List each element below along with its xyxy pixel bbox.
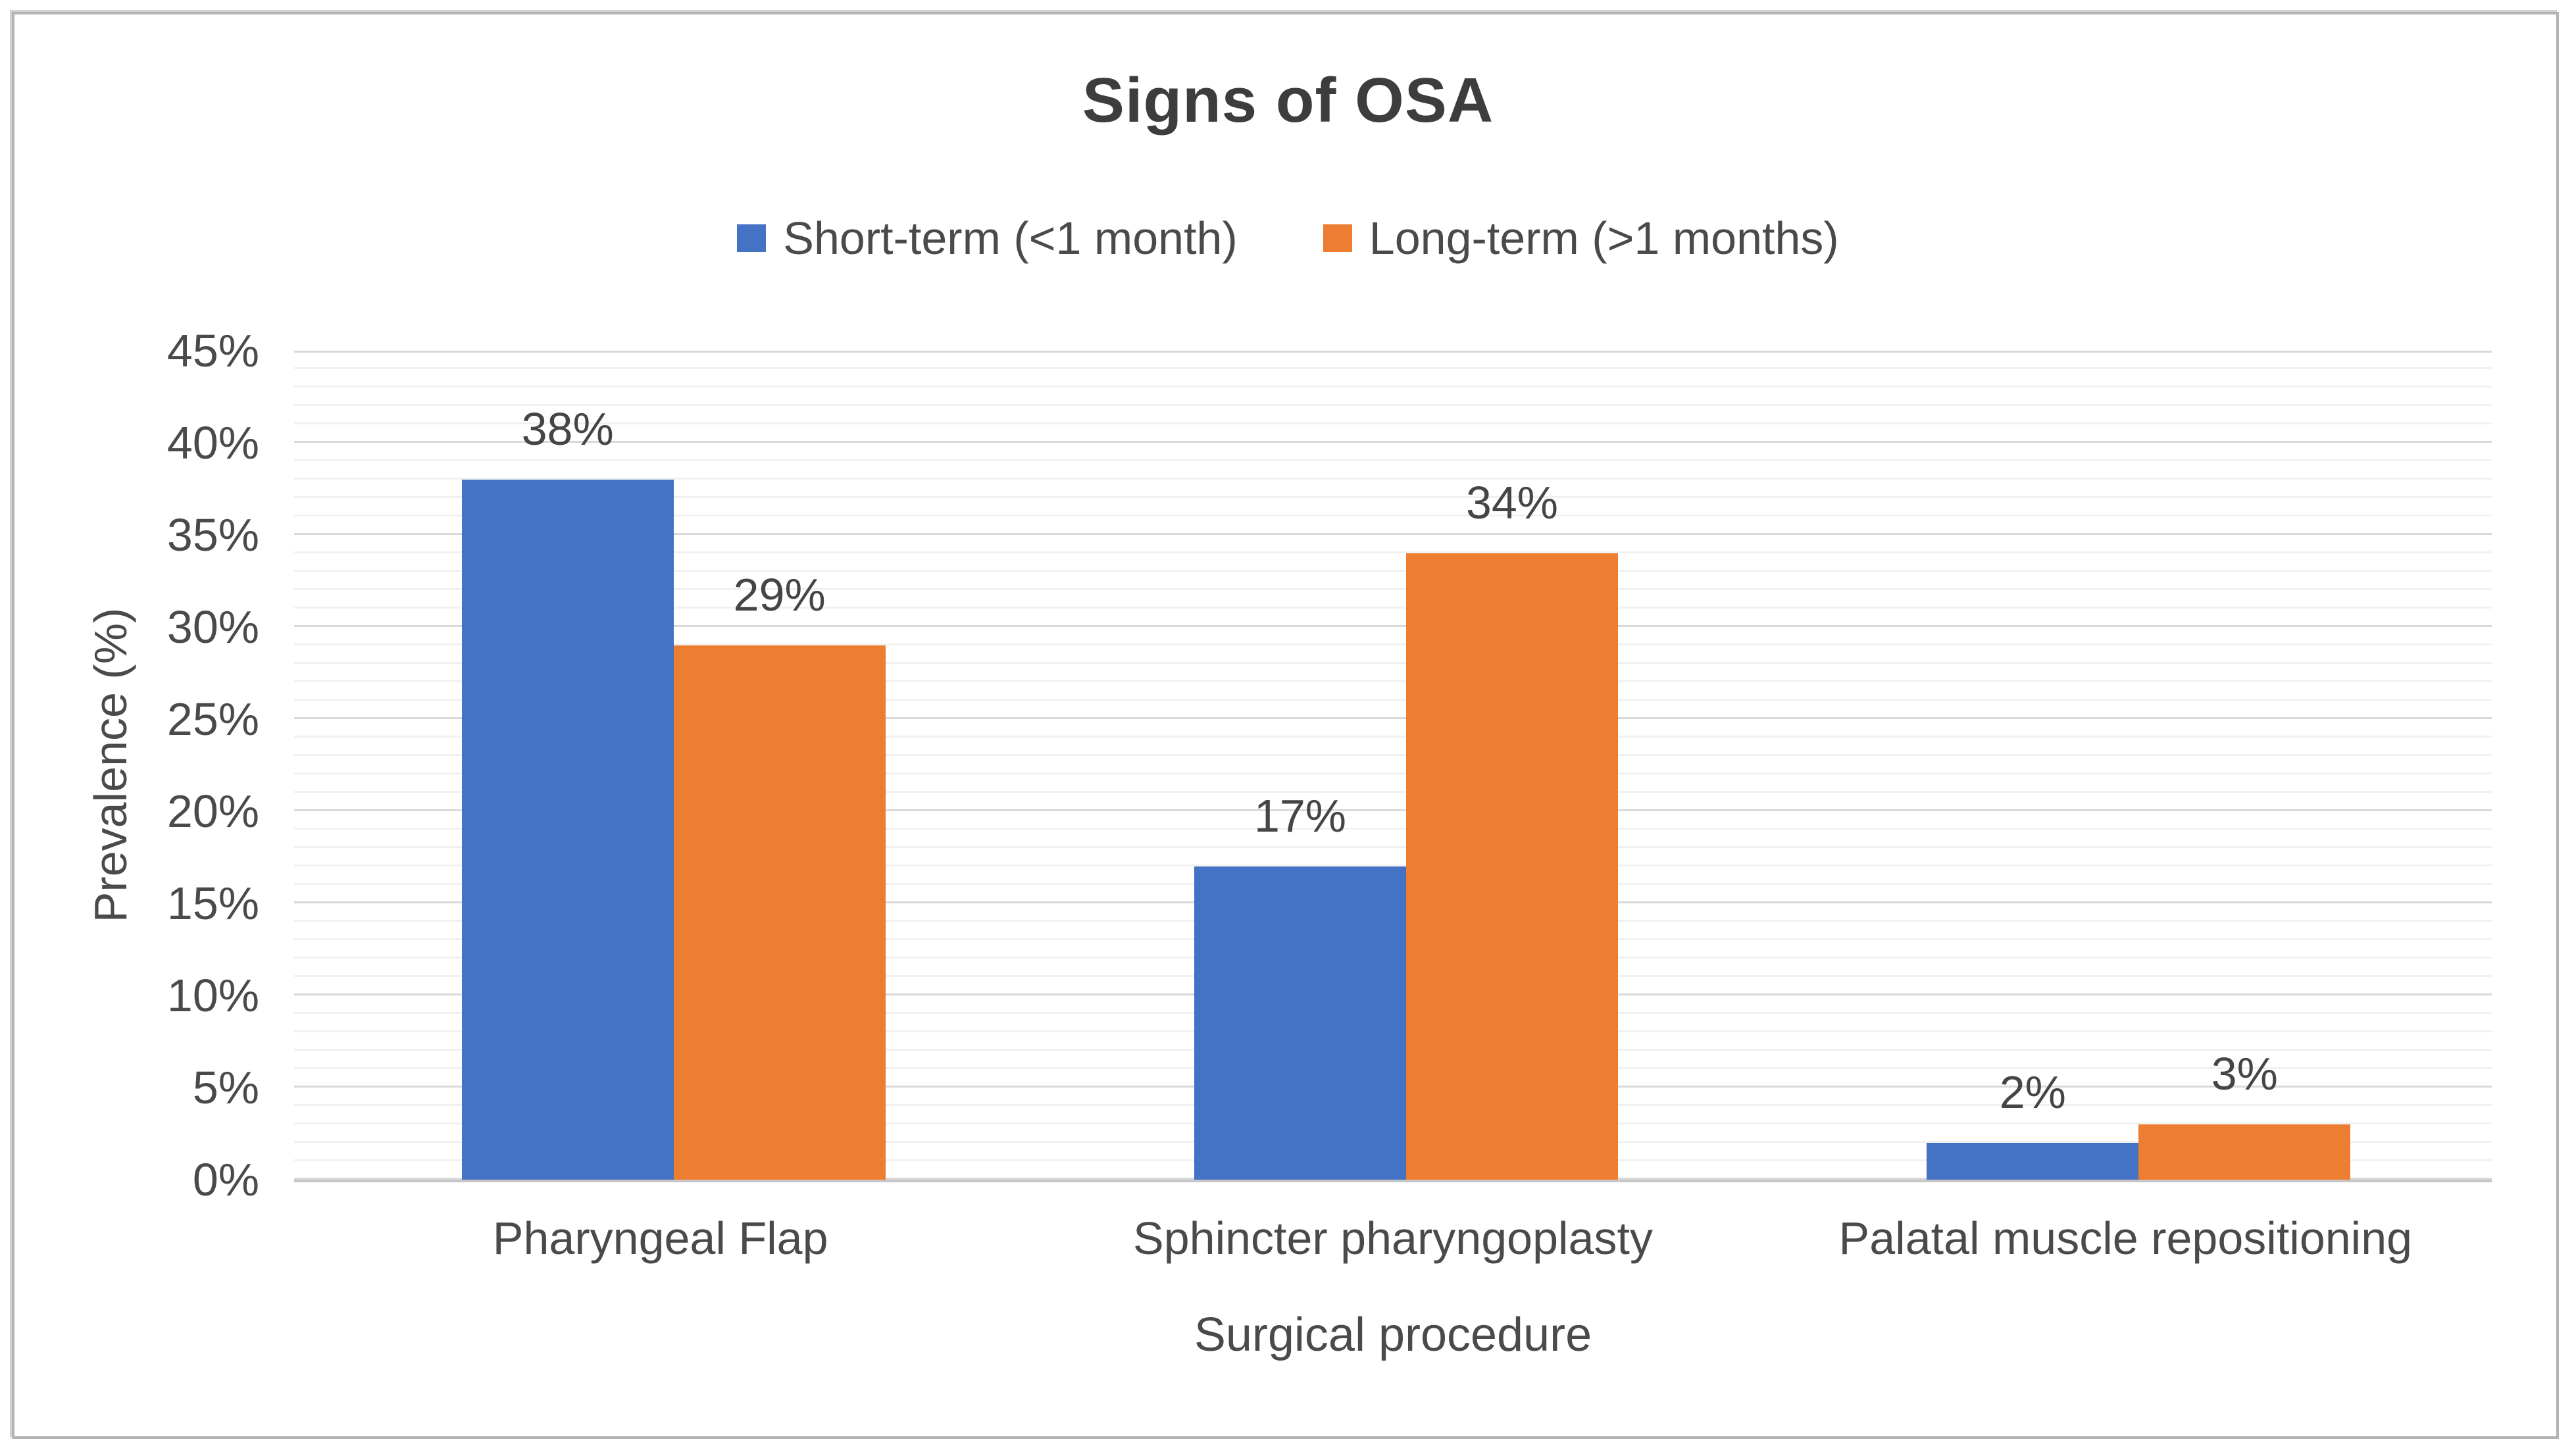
legend-item: Long-term (>1 months) (1323, 212, 1839, 264)
y-tick-label: 40% (166, 417, 259, 468)
x-axis-title: Surgical procedure (1194, 1309, 1592, 1361)
bar (1194, 866, 1406, 1180)
y-axis-ticks: 45% 40% 35% 30% 25% 20% 15% 10% 5% 0% (0, 325, 263, 1205)
y-tick-label: 25% (166, 693, 259, 745)
bar (673, 645, 886, 1180)
chart-border (12, 12, 2559, 1439)
chart-title: Signs of OSA (1082, 65, 1494, 136)
bar-value-label: 29% (733, 569, 826, 620)
legend-swatch-icon (737, 224, 767, 252)
bar (1927, 1143, 2139, 1180)
legend-item: Short-term (<1 month) (737, 212, 1238, 264)
x-axis-category-labels: Pharyngeal Flap Sphincter pharyngoplasty P… (294, 1212, 2492, 1271)
legend-label: Long-term (>1 months) (1369, 213, 1839, 264)
bar-value-label: 2% (1999, 1067, 2066, 1118)
x-category-label: Sphincter pharyngoplasty (1133, 1213, 1653, 1264)
y-tick-label: 15% (166, 878, 259, 929)
y-tick-label: 35% (166, 509, 259, 561)
x-category-label: Palatal muscle repositioning (1838, 1213, 2413, 1264)
y-tick-label: 10% (166, 970, 259, 1021)
bar (2138, 1124, 2351, 1180)
y-tick-label: 0% (192, 1154, 259, 1205)
plot-area: 38% 29% 17% 34% 2% 3% (294, 351, 2492, 1182)
y-tick-label: 5% (192, 1062, 259, 1113)
legend-label: Short-term (<1 month) (783, 213, 1238, 264)
bar-value-label: 34% (1465, 477, 1559, 528)
y-tick-label: 30% (166, 601, 259, 653)
y-tick-label: 45% (166, 325, 259, 376)
bar (461, 480, 674, 1180)
y-tick-label: 20% (166, 786, 259, 837)
bar (1406, 553, 1618, 1180)
x-category-label: Pharyngeal Flap (492, 1213, 828, 1264)
bar-value-label: 3% (2211, 1048, 2278, 1099)
legend-swatch-icon (1323, 224, 1352, 252)
bar-value-label: 17% (1253, 790, 1347, 841)
bar-value-label: 38% (521, 403, 614, 455)
legend: Short-term (<1 month) Long-term (>1 month… (0, 212, 2576, 264)
